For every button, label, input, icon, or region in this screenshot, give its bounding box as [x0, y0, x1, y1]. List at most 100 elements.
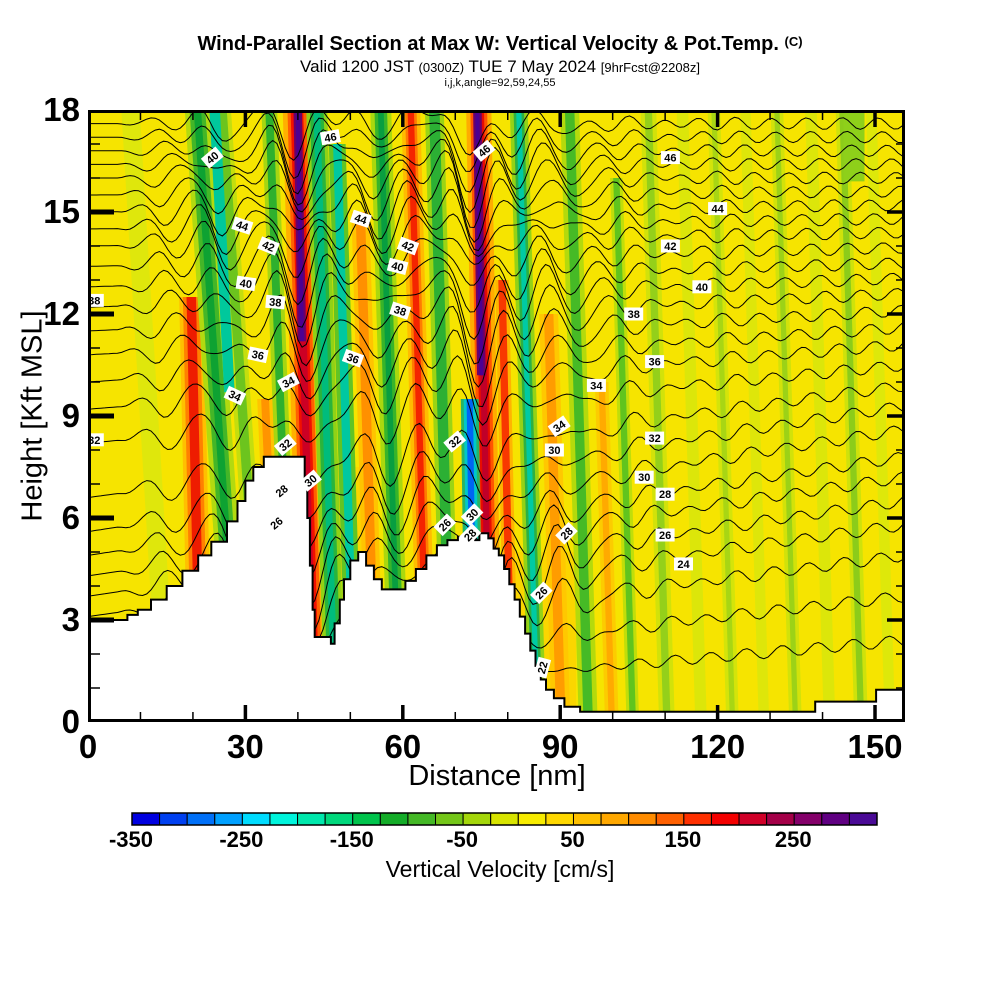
- colorbar-segment: [379, 812, 409, 826]
- colorbar-segment: [793, 812, 823, 826]
- colorbar-segment: [848, 812, 878, 826]
- velocity-band: [866, 110, 896, 722]
- svg-text:42: 42: [260, 239, 276, 255]
- colorbar-segment: [517, 812, 547, 826]
- y-axis-title: Height [Kft MSL]: [16, 310, 49, 522]
- velocity-band: [613, 178, 636, 716]
- svg-text:26: 26: [659, 530, 671, 542]
- y-tick-label-6: 6: [61, 499, 80, 536]
- contour-label: 30: [634, 470, 654, 484]
- svg-text:38: 38: [392, 304, 407, 319]
- y-tick-label-3: 3: [61, 601, 80, 638]
- chart-subtitle: Valid 1200 JST (0300Z) TUE 7 May 2024 [9…: [0, 57, 1000, 77]
- contour-label: 38: [88, 293, 104, 307]
- svg-text:22: 22: [536, 660, 551, 675]
- colorbar-segment: [738, 812, 768, 826]
- contour-label: 42: [660, 239, 680, 253]
- x-axis-title: Distance [nm]: [408, 760, 586, 792]
- velocity-band: [644, 110, 671, 716]
- colorbar-segment: [600, 812, 630, 826]
- svg-text:44: 44: [711, 204, 724, 216]
- contour-label: 36: [341, 348, 365, 368]
- contour-label: 42: [257, 236, 280, 256]
- svg-text:44: 44: [234, 219, 250, 234]
- chart-title: Wind-Parallel Section at Max W: Vertical…: [0, 33, 1000, 56]
- colorbar-segment: [766, 812, 795, 826]
- svg-text:40: 40: [390, 260, 405, 275]
- colorbar-segment: [490, 812, 519, 826]
- colorbar-segment: [131, 812, 161, 826]
- contour-label: 34: [276, 371, 300, 393]
- isentrope-line-34: [88, 321, 905, 408]
- contour-label: 24: [674, 557, 693, 571]
- velocity-band: [498, 280, 515, 682]
- contour-label: 30: [544, 443, 564, 457]
- velocity-band: [564, 110, 593, 716]
- svg-text:36: 36: [251, 349, 265, 363]
- contour-label: 46: [319, 129, 341, 146]
- chart-title-text: Wind-Parallel Section at Max W: Vertical…: [197, 33, 779, 55]
- velocity-band: [407, 110, 428, 597]
- contour-label: 42: [396, 236, 420, 256]
- isentrope-line-38: [88, 248, 905, 328]
- isentrope-line-41: [88, 195, 905, 257]
- svg-text:42: 42: [664, 241, 676, 253]
- isentrope-line-35: [88, 304, 905, 388]
- colorbar-tick-label: -150: [329, 827, 374, 852]
- contour-label: 40: [235, 275, 257, 291]
- colorbar-segment: [324, 812, 354, 826]
- svg-text:36: 36: [345, 351, 361, 366]
- velocity-band: [805, 110, 836, 722]
- x-tick-label-150: 150: [847, 728, 903, 765]
- isentrope-line-32: [88, 361, 905, 451]
- velocity-band: [429, 110, 453, 580]
- svg-text:32: 32: [648, 433, 660, 445]
- plot-content: 38 32 40 46 44 44 42 42 40 40 38 36 34 36 38 34 32 30 28 26…: [88, 110, 905, 722]
- y-tick-label-15: 15: [43, 193, 80, 230]
- colorbar-segment: [462, 812, 492, 826]
- contour-label: 28: [655, 487, 675, 501]
- colorbar-segment: [159, 812, 188, 826]
- velocity-band: [121, 110, 172, 631]
- svg-text:38: 38: [628, 309, 640, 321]
- grid-params-line: i,j,k,angle=92,59,24,55: [444, 77, 556, 89]
- svg-text:36: 36: [648, 357, 660, 369]
- contour-label: 38: [389, 301, 412, 320]
- velocity-band: [355, 212, 378, 614]
- colorbar-tick-label: 150: [664, 827, 702, 852]
- isentrope-line-37: [88, 263, 905, 348]
- colorbar-segment: [186, 812, 216, 826]
- x-tick-label-60: 60: [384, 728, 422, 765]
- velocity-band: [740, 110, 770, 722]
- x-tick-label-30: 30: [227, 728, 264, 765]
- colorbar-segment: [435, 812, 464, 826]
- velocity-band: [186, 297, 203, 603]
- contour-label: 44: [708, 202, 728, 216]
- colorbar-segment: [655, 812, 685, 826]
- svg-text:24: 24: [677, 559, 690, 571]
- svg-text:42: 42: [400, 239, 416, 254]
- contour-label: 44: [231, 216, 254, 235]
- contour-label: 34: [586, 378, 606, 392]
- isentrope-line-33: [88, 340, 905, 426]
- contour-label: 40: [692, 280, 712, 294]
- isentrope-line-45: [88, 138, 905, 214]
- colorbar-tick-label: -250: [219, 827, 264, 852]
- velocity-band: [313, 110, 337, 651]
- svg-text:44: 44: [353, 212, 369, 227]
- contour-label: 32: [88, 433, 104, 447]
- svg-text:38: 38: [269, 297, 282, 310]
- isentrope-line-40: [88, 214, 905, 278]
- colorbar-segment: [572, 812, 602, 826]
- x-tick-label-0: 0: [78, 728, 98, 765]
- terrain-silhouette: [88, 456, 905, 722]
- y-tick-label-0: 0: [61, 703, 80, 740]
- contour-label: 36: [247, 346, 269, 364]
- valid-time-z: (0300Z): [418, 60, 465, 75]
- cross-section-plot: 38 32 40 46 44 44 42 42 40 40 38 36 34 36 38 34 32 30 28 26…: [88, 110, 905, 722]
- colorbar-border: [131, 812, 878, 826]
- isentrope-line-42: [88, 179, 905, 252]
- colorbar-segment: [297, 812, 326, 826]
- isentrope-line-39: [88, 235, 905, 306]
